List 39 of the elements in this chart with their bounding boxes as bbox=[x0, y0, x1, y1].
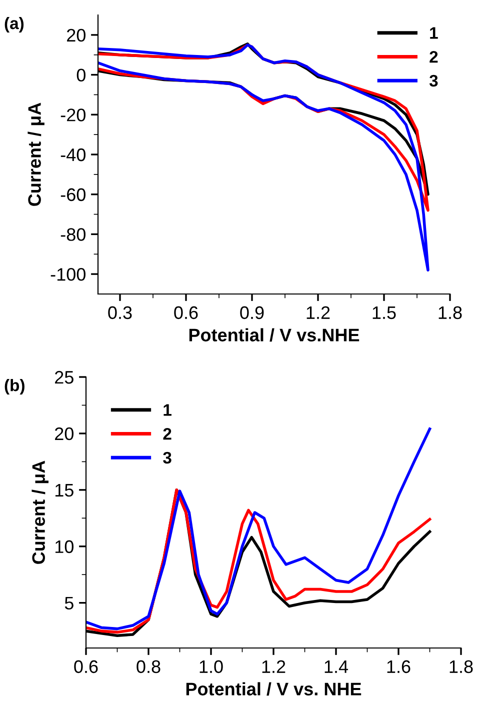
y-tick-label: -100 bbox=[50, 268, 86, 281]
legend-label: 1 bbox=[430, 27, 438, 39]
y-tick-label: 25 bbox=[55, 370, 74, 384]
x-tick-label: 1.0 bbox=[200, 660, 223, 674]
x-tick-label: 0.3 bbox=[108, 306, 132, 320]
x-axis-title: Potential / V vs. NHE bbox=[186, 682, 362, 696]
text: (a) bbox=[4, 17, 24, 33]
y-tick-label: 15 bbox=[55, 484, 74, 497]
x-tick-label: 1.5 bbox=[372, 306, 396, 320]
y-tick-label: -60 bbox=[60, 188, 86, 202]
legend-label: 3 bbox=[429, 74, 438, 87]
y-tick-label: 5 bbox=[64, 596, 74, 610]
legend-label: 2 bbox=[163, 428, 172, 440]
x-tick-label: 1.4 bbox=[324, 660, 348, 673]
text: (b) bbox=[4, 379, 24, 395]
y-tick-label: 10 bbox=[55, 540, 74, 554]
legend-label: 1 bbox=[164, 404, 172, 416]
y-axis-title: Current / μA bbox=[28, 102, 44, 206]
x-tick-label: 0.6 bbox=[174, 306, 198, 320]
line-series bbox=[98, 44, 430, 272]
x-tick-label: 1.2 bbox=[262, 660, 286, 673]
y-tick-label: 0 bbox=[76, 68, 86, 82]
x-tick-label: 0.8 bbox=[136, 660, 160, 674]
legend-label: 3 bbox=[163, 452, 172, 464]
line-series bbox=[86, 428, 432, 630]
y-tick-label: -40 bbox=[60, 148, 86, 162]
x-tick-label: 1.2 bbox=[306, 306, 330, 319]
x-tick-label: 1.8 bbox=[450, 660, 473, 674]
y-axis-title: Current / μA bbox=[32, 460, 48, 564]
y-tick-label: -80 bbox=[60, 228, 86, 241]
y-tick-label: 20 bbox=[67, 28, 86, 42]
y-tick-label: 20 bbox=[55, 427, 74, 440]
x-tick-label: 1.6 bbox=[387, 660, 410, 674]
x-tick-label: 0.6 bbox=[74, 660, 98, 674]
x-tick-label: 1.8 bbox=[438, 306, 462, 320]
x-axis-title: Potential / V vs.NHE bbox=[189, 328, 360, 342]
x-tick-label: 0.9 bbox=[240, 306, 264, 320]
y-tick-label: -20 bbox=[60, 108, 86, 122]
legend-label: 2 bbox=[430, 50, 438, 63]
